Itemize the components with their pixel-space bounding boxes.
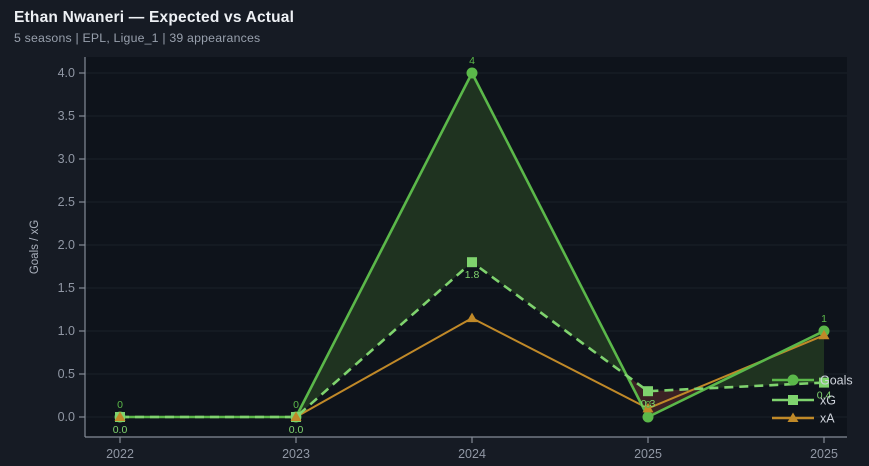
data-labels: 0 0 4 0 1 0.0 0.0 1.8 0.3 0.4 (113, 55, 832, 436)
legend: Goals xG xA (772, 374, 853, 426)
x-tick-label: 2025 (810, 447, 838, 461)
xg-marker (819, 377, 829, 388)
xg-data-label: 0.0 (289, 424, 304, 436)
xa-marker (114, 411, 126, 421)
y-tick-label: 0.5 (58, 367, 75, 381)
goals-data-label: 0 (293, 399, 299, 411)
legend-label: xG (820, 394, 836, 408)
y-axis-label: Goals / xG (29, 220, 41, 274)
y-tick-label: 3.0 (58, 152, 75, 166)
markers (114, 67, 830, 423)
legend-label: Goals (820, 374, 853, 388)
y-tick-label: 3.5 (58, 109, 75, 123)
legend-item-xa: xA (772, 412, 835, 426)
axes: 0.0 0.5 1.0 1.5 2.0 2.5 3.0 3.5 4.0 2022 2023 2024 2… (29, 57, 847, 461)
y-tick-label: 0.0 (58, 410, 75, 424)
goals-data-label: 0 (645, 399, 651, 411)
x-tick-label: 2025 (634, 447, 662, 461)
x-tick-label: 2024 (458, 447, 486, 461)
legend-label: xA (820, 412, 835, 426)
legend-item-goals: Goals (772, 374, 853, 388)
xg-data-label: 0.3 (641, 398, 656, 410)
goals-marker (642, 411, 654, 423)
y-tick-label: 1.5 (58, 281, 75, 295)
y-tick-label: 1.0 (58, 324, 75, 338)
legend-item-xg: xG (772, 394, 836, 408)
y-tick-label: 2.5 (58, 195, 75, 209)
xg-marker (467, 257, 477, 268)
xa-marker (818, 329, 830, 340)
xg-data-label: 0.0 (113, 424, 128, 436)
xg-data-label: 0.4 (817, 390, 832, 402)
goals-marker (466, 67, 478, 79)
y-tick-label: 2.0 (58, 238, 75, 252)
xa-marker (466, 312, 478, 323)
goals-data-label: 1 (821, 313, 827, 325)
chart-subtitle: 5 seasons | EPL, Ligue_1 | 39 appearance… (14, 31, 261, 45)
chart-title: Ethan Nwaneri — Expected vs Actual (14, 9, 295, 26)
xa-marker (290, 411, 302, 421)
y-tick-label: 4.0 (58, 66, 75, 80)
x-tick-label: 2022 (106, 447, 134, 461)
x-tick-label: 2023 (282, 447, 310, 461)
chart-header: Ethan Nwaneri — Expected vs Actual 5 sea… (0, 0, 869, 45)
goals-data-label: 4 (469, 55, 475, 67)
goals-data-label: 0 (117, 399, 123, 411)
xg-marker (643, 386, 653, 397)
xa-marker (642, 402, 654, 413)
xg-data-label: 1.8 (465, 269, 480, 281)
